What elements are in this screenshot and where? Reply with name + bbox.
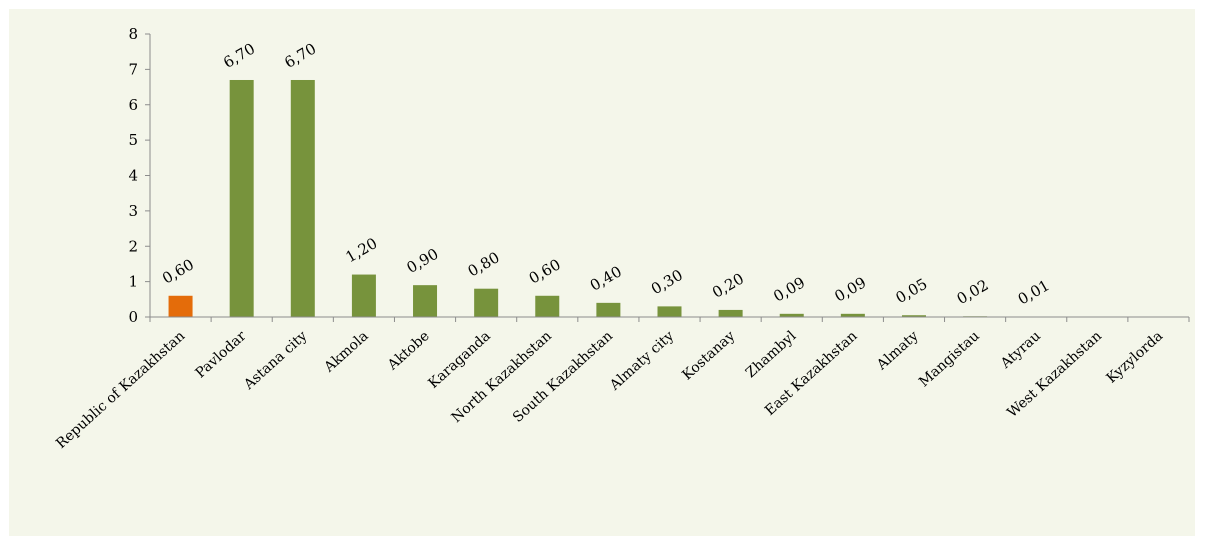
bar [596,302,621,317]
category-label: Almaty city [606,328,677,394]
bar [901,315,926,317]
chart-area: 0 1 2 3 4 5 6 7 8 0,60 6,70 6,70 1,20 0,90 0,80 0,60 0,… [9,9,1195,536]
bar [168,295,193,317]
data-label: 0,90 [404,245,442,277]
data-label: 0,05 [893,275,931,307]
data-label: 0,01 [1015,276,1053,308]
category-label: Pavlodar [193,328,250,382]
data-label: 0,20 [709,269,747,301]
y-tick-label: 1 [128,273,138,291]
category-label: South Kazakhstan [510,328,616,426]
category-label: Atyrau [997,328,1044,372]
data-label: 0,30 [648,266,686,298]
y-tick-label: 5 [128,131,138,149]
y-tick-label: 0 [128,308,138,326]
y-tick-label: 8 [128,25,138,43]
data-label: 0,09 [770,273,808,305]
y-tick-label: 3 [128,202,138,220]
bars [168,79,1049,317]
bar [290,79,315,317]
bar [474,288,499,317]
bar [413,285,438,317]
data-label: 0,40 [587,262,625,294]
y-axis-ticks: 0 1 2 3 4 5 6 7 8 [128,25,150,326]
bar-chart: 0 1 2 3 4 5 6 7 8 0,60 6,70 6,70 1,20 0,90 0,80 0,60 0,… [53,25,1190,452]
data-label: 0,60 [159,255,197,287]
category-label: Zhambyl [743,328,800,382]
data-label: 0,60 [526,255,564,287]
y-tick-label: 7 [128,60,138,78]
data-label: 1,20 [342,234,380,266]
category-label: Republic of Kazakhstan [53,328,188,452]
axes [149,34,1190,322]
category-label: Akmola [321,328,372,376]
data-label: 0,09 [831,273,869,305]
data-label: 6,70 [281,40,319,72]
data-label: 6,70 [220,40,258,72]
category-label: Mangistau [916,328,983,390]
y-tick-label: 2 [128,237,138,255]
bar [779,313,804,317]
y-tick-label: 4 [128,167,138,185]
y-tick-label: 6 [128,96,138,114]
category-label: Astana city [240,328,310,393]
bar [718,309,743,317]
bar [351,274,376,317]
bar [840,313,865,317]
bar [535,295,560,317]
category-label: Kyzylorda [1104,328,1166,387]
bar [229,79,254,317]
category-label: North Kazakhstan [449,328,555,426]
data-label: 0,02 [954,276,992,308]
bar [657,306,682,317]
category-label: Aktobe [384,328,433,374]
category-label: Almaty [873,328,921,374]
category-label: Kostanay [679,328,738,383]
data-label: 0,80 [465,248,503,280]
